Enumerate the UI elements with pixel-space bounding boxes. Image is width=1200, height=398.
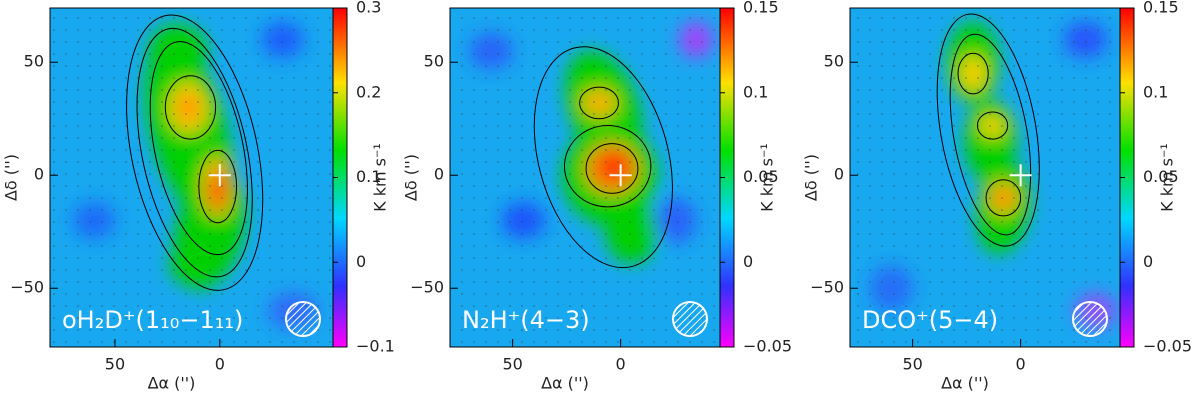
colorbar-tick-label: 0: [743, 252, 753, 271]
x-tick-label: 0: [1016, 355, 1026, 374]
colorbar-tick-label: 0: [1143, 252, 1153, 271]
beam: [1072, 301, 1108, 337]
y-tick-label: −50: [810, 278, 844, 297]
origin-cross: [1009, 164, 1032, 187]
colorbar-tick-label: −0.1: [356, 337, 395, 356]
y-tick-label: 50: [424, 52, 444, 71]
colorbar-tick-label: 0.05: [1143, 167, 1179, 186]
panel: DCO⁺(5−4) 50 0 −50 0 50 Δα ('') Δδ ('') −0.05 0 0.…: [802, 0, 1193, 393]
colorbar-tick-label: 0.3: [356, 0, 381, 17]
x-tick-label: 50: [902, 355, 922, 374]
colorbar-tick-label: 0: [356, 252, 366, 271]
grid-dots: [850, 8, 1120, 347]
map: [850, 8, 1120, 347]
y-axis-label: Δδ (''): [802, 154, 821, 201]
origin-cross: [609, 164, 632, 187]
panel: oH₂D⁺(1₁₀−1₁₁) 50 0 −50 0 50 Δα ('') Δδ ('') −0.…: [2, 0, 395, 393]
x-axis-label: Δα (''): [148, 374, 196, 393]
y-tick-label: 50: [24, 52, 44, 71]
y-tick-label: 0: [34, 165, 44, 184]
colorbar-tick-label: 0.1: [356, 167, 381, 186]
x-tick-label: 0: [215, 355, 225, 374]
colorbar-tick-label: 0.2: [356, 82, 381, 101]
colorbar-tick-label: −0.05: [743, 337, 792, 356]
origin-cross: [208, 164, 231, 187]
colorbar-tick-label: 0.1: [743, 82, 768, 101]
x-tick-label: 50: [502, 355, 522, 374]
colorbar-tick-label: 0.05: [743, 167, 779, 186]
colorbar-tick-label: 0.1: [1143, 82, 1168, 101]
y-tick-label: −50: [410, 278, 444, 297]
panel: N₂H⁺(4−3) 50 0 −50 0 50 Δα ('') Δδ ('') −0.05 0 0.…: [402, 0, 793, 393]
x-tick-label: 50: [105, 355, 125, 374]
y-tick-label: 0: [834, 165, 844, 184]
panel-label: oH₂D⁺(1₁₀−1₁₁): [62, 306, 243, 334]
colorbar-label: K km s⁻¹: [758, 143, 777, 212]
colorbar-label: K km s⁻¹: [371, 143, 390, 212]
grid-dots: [50, 8, 333, 347]
y-tick-label: 0: [434, 165, 444, 184]
y-tick-label: 50: [824, 52, 844, 71]
beam: [672, 301, 708, 337]
colorbar-tick-label: 0.15: [743, 0, 779, 17]
map: [450, 8, 720, 347]
colorbar-label: K km s⁻¹: [1158, 143, 1177, 212]
colorbar-tick-label: 0.15: [1143, 0, 1179, 17]
x-axis-label: Δα (''): [941, 374, 989, 393]
panel-label: N₂H⁺(4−3): [462, 306, 590, 334]
y-tick-label: −50: [10, 278, 44, 297]
map: [50, 8, 333, 347]
colorbar-tick-label: −0.05: [1143, 337, 1192, 356]
x-axis-label: Δα (''): [541, 374, 589, 393]
y-axis-label: Δδ (''): [402, 154, 421, 201]
grid-dots: [450, 8, 720, 347]
panel-label: DCO⁺(5−4): [862, 306, 998, 334]
y-axis-label: Δδ (''): [2, 154, 21, 201]
beam: [285, 301, 321, 337]
x-tick-label: 0: [616, 355, 626, 374]
